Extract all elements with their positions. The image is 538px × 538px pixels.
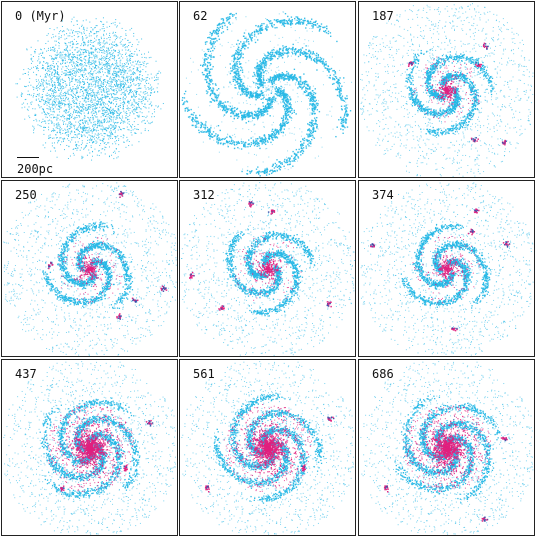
time-label: 0 (Myr) (15, 9, 66, 23)
time-label: 312 (193, 188, 215, 202)
particle-plot-t250 (3, 182, 177, 356)
particle-plot-t187 (359, 3, 534, 177)
particle-plot-t561 (181, 361, 354, 535)
panel-t561: 561 (179, 359, 356, 536)
panel-t374: 374 (358, 180, 535, 357)
particle-plot-t62 (181, 11, 353, 177)
particle-plot-t374 (360, 182, 534, 356)
scale-bar (17, 157, 39, 158)
panel-t686: 686 (358, 359, 535, 536)
time-label: 187 (372, 9, 394, 23)
panel-t437: 437 (1, 359, 178, 536)
time-label: 561 (193, 367, 215, 381)
time-label: 250 (15, 188, 37, 202)
time-label: 686 (372, 367, 394, 381)
panel-t0: 0 (Myr) 200pc (1, 1, 178, 178)
panel-t312: 312 (179, 180, 356, 357)
time-label: 374 (372, 188, 394, 202)
particle-plot-t312 (181, 182, 355, 356)
particle-plot-t686 (360, 361, 534, 535)
time-label: 62 (193, 9, 207, 23)
panel-t62: 62 (179, 1, 356, 178)
scale-bar-label: 200pc (17, 162, 53, 176)
particle-plot-t0 (15, 16, 164, 161)
panel-t250: 250 (1, 180, 178, 357)
particle-plot-t437 (3, 361, 176, 535)
time-label: 437 (15, 367, 37, 381)
panel-t187: 187 (358, 1, 535, 178)
